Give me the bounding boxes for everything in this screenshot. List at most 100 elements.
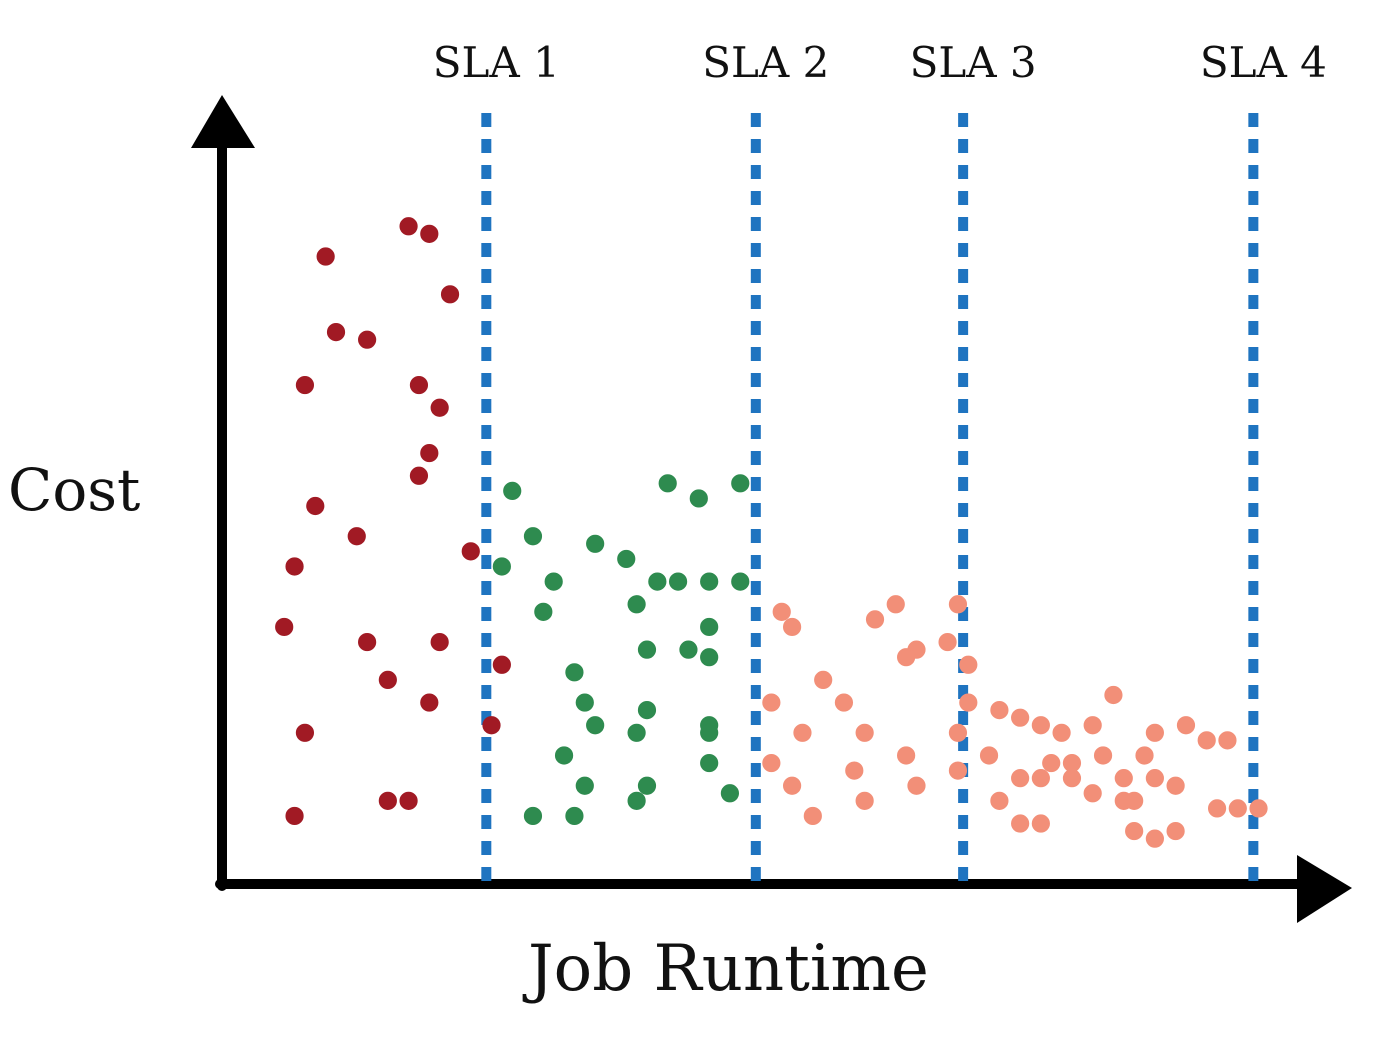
data-point-series-2-22 <box>637 701 657 720</box>
data-point-series-3-54 <box>1031 814 1050 833</box>
data-point-series-1-1 <box>399 217 418 236</box>
data-point-series-1-20 <box>420 693 439 712</box>
data-point-series-3-56 <box>1166 821 1185 841</box>
data-point-series-1-24 <box>378 791 397 810</box>
data-point-series-3-50 <box>1228 799 1247 818</box>
data-point-series-2-18 <box>679 640 698 659</box>
data-point-series-2-16 <box>700 617 719 637</box>
axes <box>191 95 1352 923</box>
data-point-series-1-4 <box>440 285 460 304</box>
data-point-series-3-38 <box>1062 769 1082 788</box>
data-point-series-3-55 <box>1125 821 1144 841</box>
data-point-series-3-41 <box>782 776 802 795</box>
data-point-series-3-13 <box>959 693 978 712</box>
data-point-series-2-8 <box>492 557 511 576</box>
data-point-series-3-17 <box>948 723 968 742</box>
sla-label-1: SLA 1 <box>433 38 560 87</box>
data-point-series-1-6 <box>358 330 377 349</box>
data-point-series-3-44 <box>1166 776 1185 795</box>
data-point-series-3-42 <box>907 776 926 795</box>
data-point-series-3-9 <box>959 655 978 674</box>
data-point-series-3-11 <box>762 693 781 712</box>
data-point-series-2-31 <box>720 784 740 803</box>
data-point-series-3-12 <box>834 693 854 712</box>
sla-label-4: SLA 4 <box>1200 38 1327 87</box>
data-point-series-1-25 <box>399 791 418 810</box>
data-point-series-2-19 <box>700 648 719 667</box>
data-point-series-3-15 <box>793 723 812 742</box>
data-point-series-3-27 <box>897 746 916 765</box>
data-point-series-3-20 <box>1052 723 1071 742</box>
data-point-series-3-21 <box>1104 685 1123 705</box>
data-point-series-3-28 <box>979 746 999 765</box>
data-point-series-1-9 <box>430 398 449 417</box>
data-point-series-1-12 <box>306 496 325 516</box>
data-point-series-3-19 <box>1031 716 1050 735</box>
data-point-series-2-7 <box>617 549 636 569</box>
data-point-series-2-11 <box>668 572 688 591</box>
data-point-series-3-33 <box>1135 746 1154 765</box>
data-point-series-2-4 <box>731 474 750 493</box>
data-point-series-2-23 <box>586 716 605 735</box>
data-point-series-1-15 <box>285 557 304 576</box>
data-point-series-2-32 <box>627 791 646 810</box>
data-point-series-1-23 <box>295 723 315 742</box>
data-point-series-3-1 <box>772 602 791 621</box>
data-point-series-2-1 <box>503 481 522 500</box>
data-point-series-2-24 <box>627 723 646 742</box>
sla-label-2: SLA 2 <box>702 38 829 87</box>
labels: Cost Job Runtime SLA 1 SLA 2 SLA 3 SLA 4 <box>8 38 1327 1006</box>
data-point-series-2-6 <box>586 534 605 553</box>
data-point-series-1-17 <box>358 632 377 652</box>
data-point-series-2-17 <box>637 640 657 659</box>
data-point-series-3-49 <box>1207 799 1227 818</box>
data-point-series-2-5 <box>523 527 543 546</box>
data-point-series-2-20 <box>565 663 584 682</box>
data-point-series-1-16 <box>275 617 294 637</box>
data-point-series-3-39 <box>1114 769 1133 788</box>
data-point-series-3-45 <box>855 791 874 810</box>
data-point-series-3-48 <box>1125 791 1144 810</box>
data-point-series-2-15 <box>627 595 646 614</box>
data-point-series-2-26 <box>700 723 719 742</box>
data-point-series-3-53 <box>1011 814 1030 833</box>
data-point-series-3-18 <box>1011 708 1030 727</box>
data-point-series-3-46 <box>990 791 1009 810</box>
data-point-series-2-29 <box>575 776 594 795</box>
data-point-series-3-52 <box>803 806 822 826</box>
data-point-series-2-28 <box>700 753 719 773</box>
data-point-series-1-22 <box>482 716 501 735</box>
data-point-series-2-14 <box>534 602 553 621</box>
scatter-points <box>275 217 1268 848</box>
data-point-series-1-14 <box>461 542 480 561</box>
data-point-series-3-25 <box>1197 731 1216 750</box>
data-point-series-1-19 <box>378 670 397 689</box>
data-point-series-1-2 <box>420 224 439 243</box>
data-point-series-1-7 <box>295 375 315 395</box>
data-point-series-3-26 <box>1218 731 1237 750</box>
y-axis-label: Cost <box>8 456 140 524</box>
y-axis-arrow-icon <box>191 95 255 148</box>
data-point-series-2-30 <box>637 776 657 795</box>
data-point-series-1-11 <box>409 466 429 485</box>
data-point-series-2-3 <box>658 474 677 493</box>
data-point-series-3-57 <box>1145 829 1164 848</box>
sla-lines <box>481 113 1259 884</box>
data-point-series-3-31 <box>1062 753 1082 773</box>
data-point-series-2-12 <box>700 572 719 591</box>
data-point-series-3-10 <box>814 670 833 689</box>
data-point-series-3-23 <box>1145 723 1164 742</box>
data-point-series-3-3 <box>865 610 885 629</box>
data-point-series-1-13 <box>347 527 366 546</box>
data-point-series-3-36 <box>1011 769 1030 788</box>
data-point-series-1-10 <box>420 443 439 463</box>
data-point-series-1-8 <box>409 375 429 395</box>
data-point-series-2-34 <box>565 806 584 826</box>
data-point-series-3-40 <box>1145 769 1164 788</box>
data-point-series-3-16 <box>855 723 874 742</box>
data-point-series-1-18 <box>430 632 449 652</box>
data-point-series-1-3 <box>316 247 335 266</box>
data-point-series-2-27 <box>554 746 574 765</box>
data-point-series-3-4 <box>886 595 905 614</box>
data-point-series-3-29 <box>762 753 781 773</box>
